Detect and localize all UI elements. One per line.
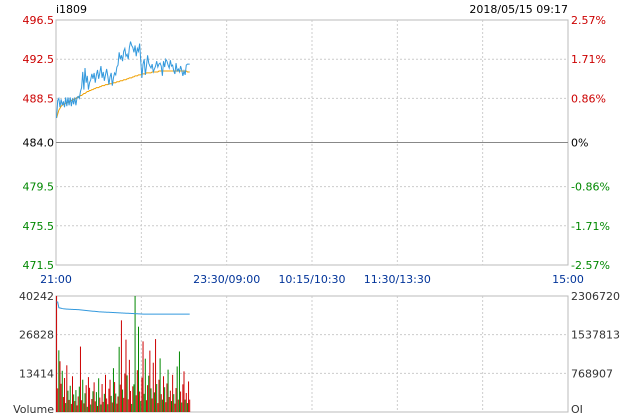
volume-tick-label-left: 26828	[19, 329, 54, 342]
oi-tick-label-right: 768907	[571, 367, 613, 380]
time-tick-label: 21:00	[40, 273, 72, 286]
price-tick-label-right: -0.86%	[571, 181, 610, 194]
volume-tick-label-left: 13414	[19, 367, 54, 380]
open-interest-line	[56, 301, 190, 315]
volume-tick-label-left: Volume	[13, 403, 54, 416]
price-tick-label-left: 484.0	[23, 137, 55, 150]
price-tick-label-right: 0%	[571, 137, 588, 150]
price-tick-label-left: 492.5	[23, 53, 55, 66]
oi-tick-label-right: 2306720	[571, 290, 620, 303]
oi-tick-label-right: 1537813	[571, 329, 620, 342]
symbol-label: i1809	[56, 3, 87, 16]
datetime-label: 2018/05/15 09:17	[469, 3, 568, 16]
price-tick-label-left: 488.5	[23, 92, 55, 105]
price-tick-label-left: 479.5	[23, 181, 55, 194]
average-price-line	[56, 70, 190, 119]
price-tick-label-right: 0.86%	[571, 92, 606, 105]
price-tick-label-right: -2.57%	[571, 259, 610, 272]
time-tick-label: 23:30/09:00	[193, 273, 260, 286]
price-tick-label-right: 1.71%	[571, 53, 606, 66]
price-tick-label-right: -1.71%	[571, 220, 610, 233]
time-tick-label: 15:00	[552, 273, 584, 286]
time-axis: 21:00 23:30/09:00 10:15/10:30 11:30/13:30 15…	[40, 273, 584, 286]
oi-tick-label-right: OI	[571, 403, 583, 416]
volume-tick-label-left: 40242	[19, 290, 54, 303]
time-tick-label: 10:15/10:30	[278, 273, 345, 286]
volume-panel: 40242 26828 13414 Volume 2306720 1537813 76890…	[13, 290, 620, 416]
price-tick-label-left: 471.5	[23, 259, 55, 272]
time-tick-label: 11:30/13:30	[364, 273, 431, 286]
price-tick-label-left: 496.5	[23, 14, 55, 27]
price-tick-label-right: 2.57%	[571, 14, 606, 27]
price-panel: 496.5 492.5 488.5 484.0 479.5 475.5 471.5 2.57%…	[23, 14, 610, 272]
price-line	[56, 41, 190, 119]
price-tick-label-left: 475.5	[23, 220, 55, 233]
